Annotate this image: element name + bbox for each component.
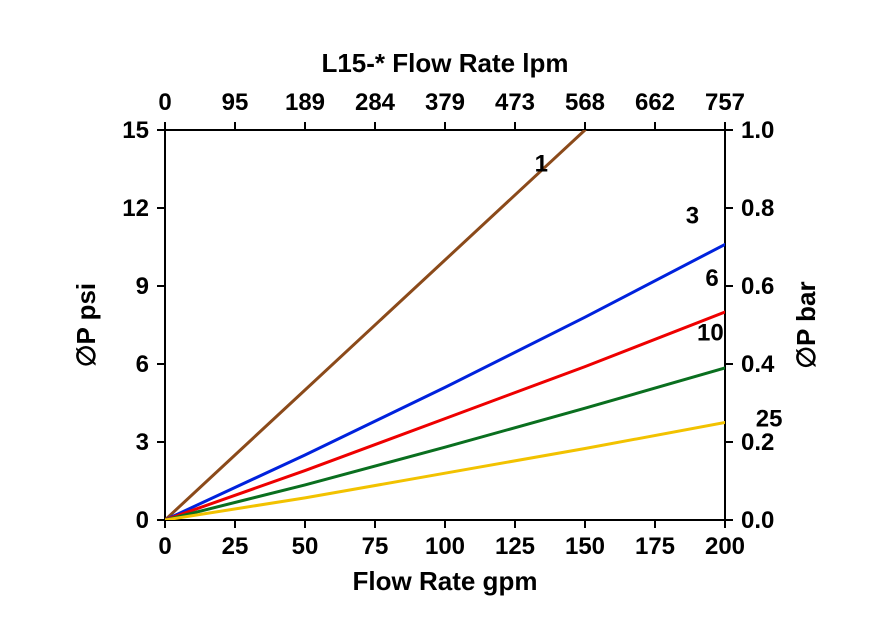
x-top-tick-label: 0 — [158, 89, 171, 116]
y-right-tick-label: 0.6 — [741, 273, 774, 300]
chart-container: 0255075100125150175200Flow Rate gpm09518… — [0, 0, 876, 642]
x-bottom-tick-label: 100 — [425, 533, 465, 560]
x-top-tick-label: 568 — [565, 89, 605, 116]
series-label-25: 25 — [756, 405, 783, 432]
x-bottom-tick-label: 200 — [705, 533, 745, 560]
x-bottom-tick-label: 50 — [292, 533, 319, 560]
y-left-tick-label: 0 — [136, 507, 149, 534]
x-top-tick-label: 379 — [425, 89, 465, 116]
x-top-tick-label: 757 — [705, 89, 745, 116]
series-label-3: 3 — [686, 203, 699, 230]
x-bottom-tick-label: 125 — [495, 533, 535, 560]
series-label-10: 10 — [697, 320, 724, 347]
y-left-tick-label: 15 — [122, 117, 149, 144]
y-right-tick-label: 0.2 — [741, 429, 774, 456]
y-right-tick-label: 0.0 — [741, 507, 774, 534]
y-right-tick-label: 0.4 — [741, 351, 775, 378]
x-bottom-axis-label: Flow Rate gpm — [353, 566, 538, 596]
y-right-tick-label: 0.8 — [741, 195, 774, 222]
x-top-tick-label: 95 — [222, 89, 249, 116]
x-bottom-tick-label: 175 — [635, 533, 675, 560]
x-bottom-tick-label: 75 — [362, 533, 389, 560]
x-top-tick-label: 189 — [285, 89, 325, 116]
line-chart: 0255075100125150175200Flow Rate gpm09518… — [0, 0, 876, 642]
x-bottom-tick-label: 25 — [222, 533, 249, 560]
series-label-6: 6 — [705, 265, 718, 292]
x-top-tick-label: 662 — [635, 89, 675, 116]
series-label-1: 1 — [535, 151, 548, 178]
x-top-tick-label: 284 — [355, 89, 396, 116]
x-bottom-tick-label: 150 — [565, 533, 605, 560]
y-left-tick-label: 12 — [122, 195, 149, 222]
y-right-tick-label: 1.0 — [741, 117, 774, 144]
y-left-tick-label: 9 — [136, 273, 149, 300]
chart-top-title: L15-* Flow Rate lpm — [321, 48, 568, 78]
x-bottom-tick-label: 0 — [158, 533, 171, 560]
y-left-axis-label: ∅P psi — [71, 283, 101, 367]
x-top-tick-label: 473 — [495, 89, 535, 116]
y-left-tick-label: 6 — [136, 351, 149, 378]
y-left-tick-label: 3 — [136, 429, 149, 456]
y-right-axis-label: ∅P bar — [791, 281, 821, 368]
